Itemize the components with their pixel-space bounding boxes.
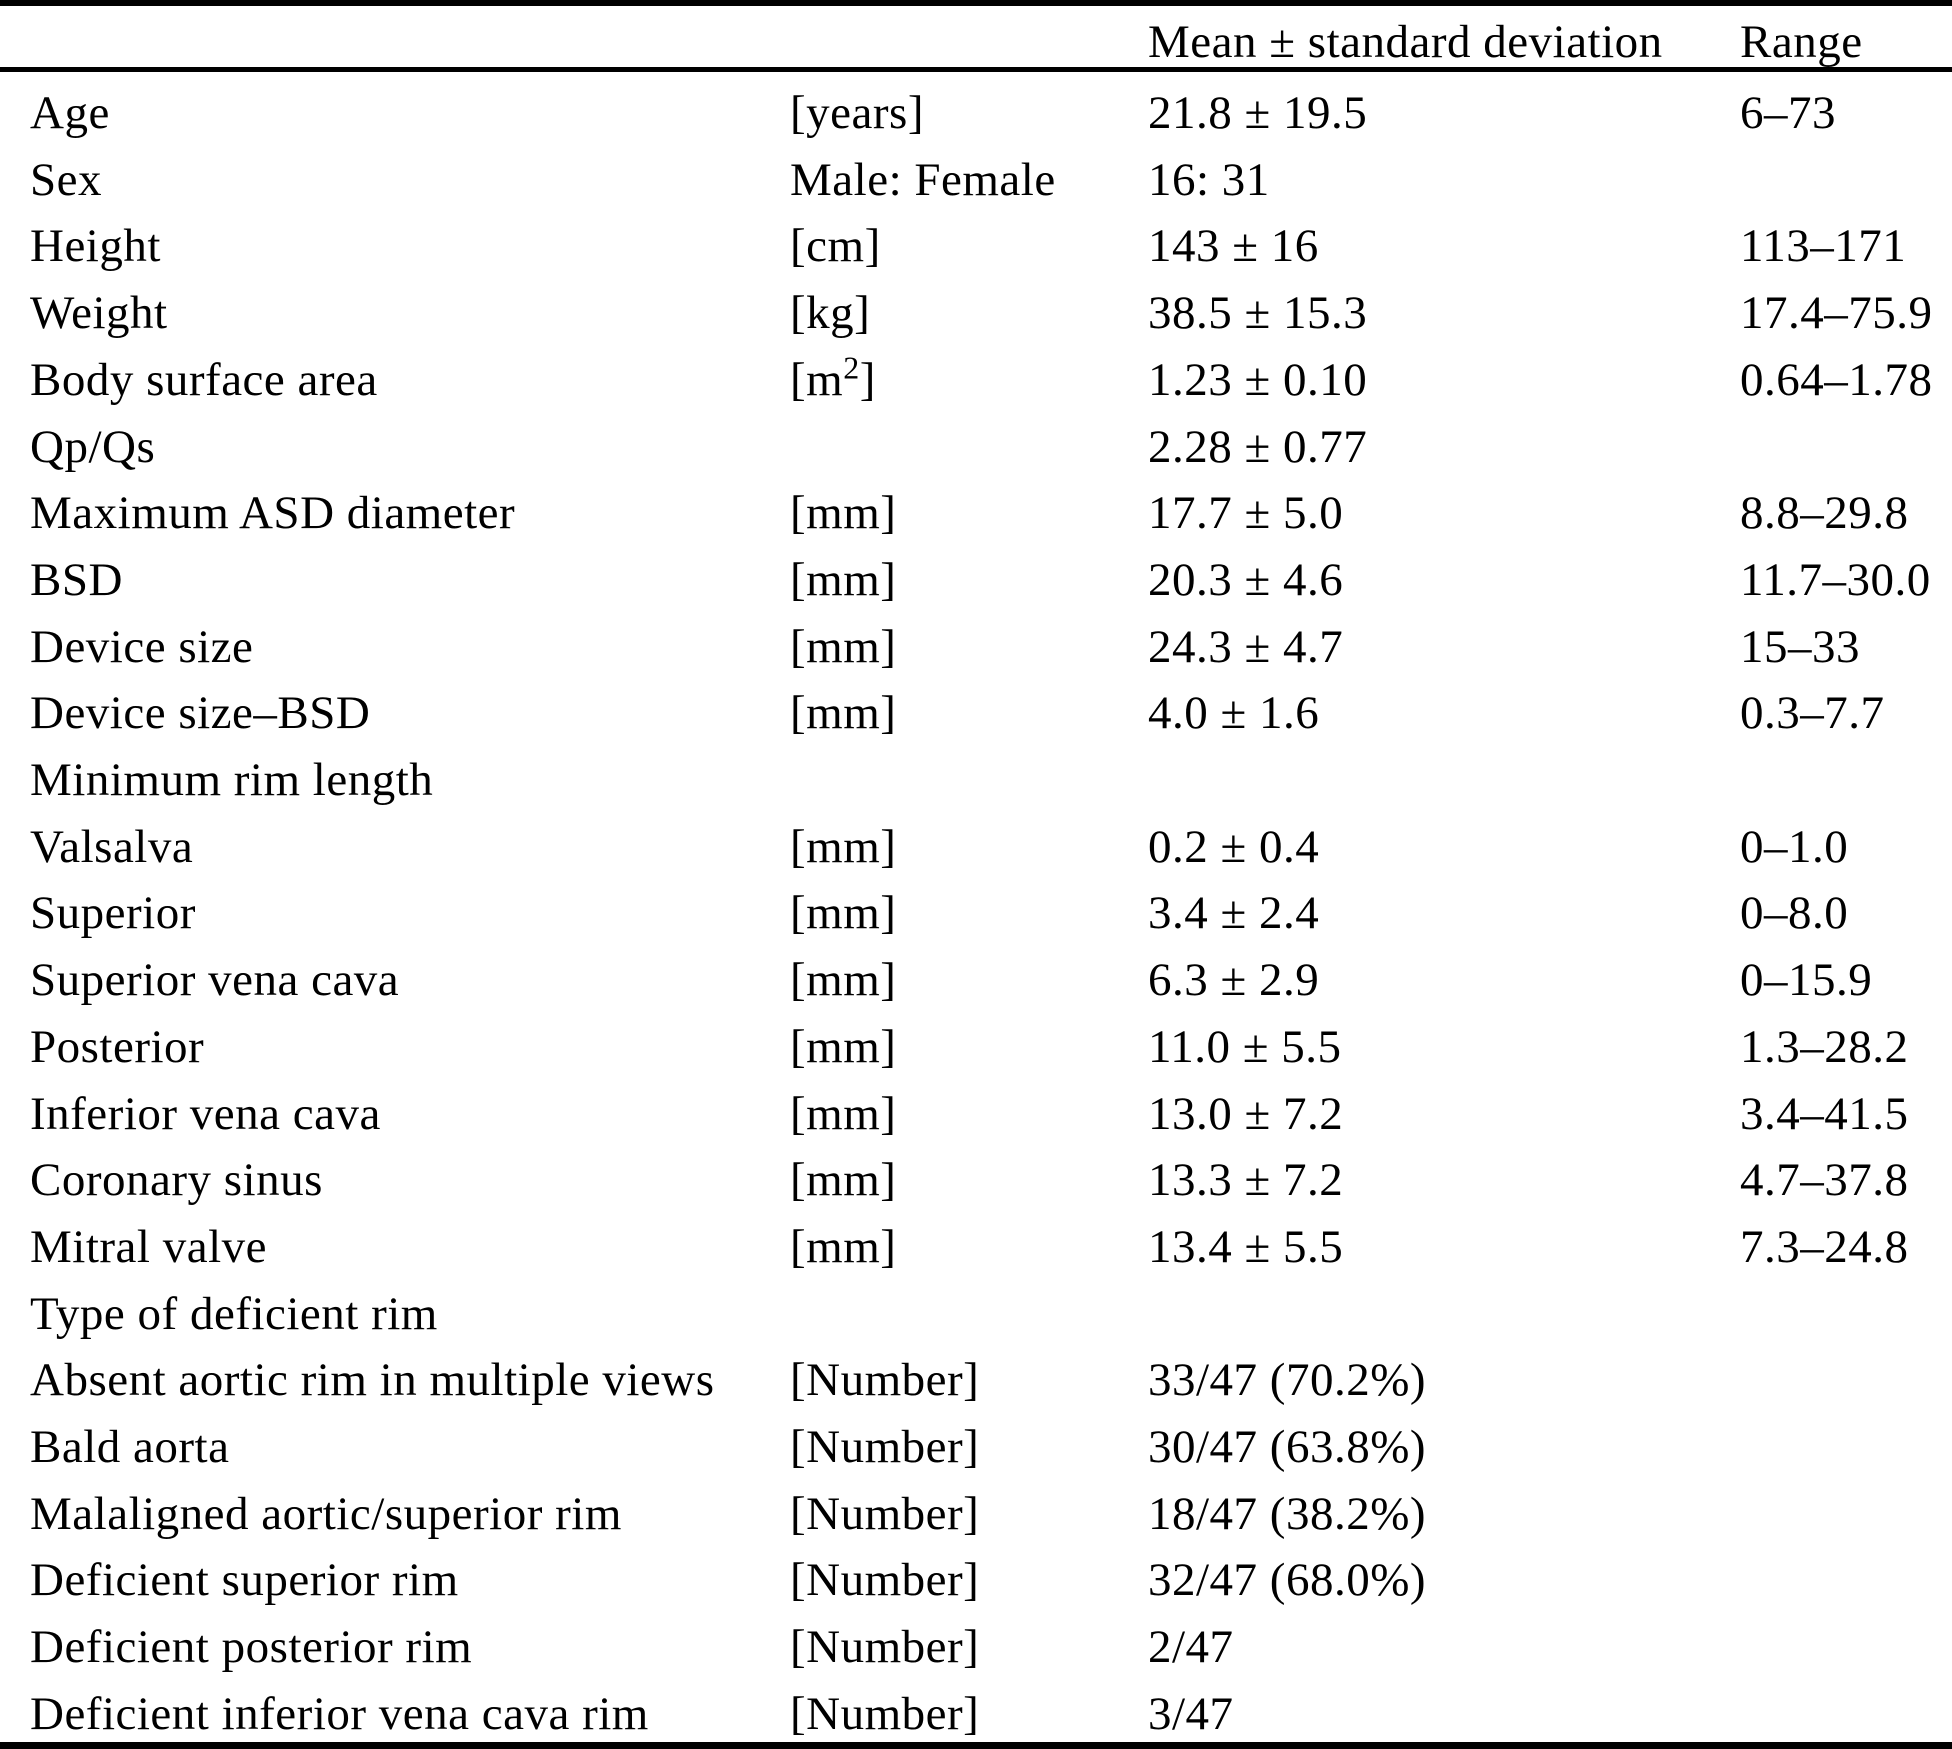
row-mean-value: 30/47 (63.8%) xyxy=(1148,1421,1427,1473)
row-unit: [cm] xyxy=(790,220,881,272)
row-label: Sex xyxy=(30,154,102,206)
row-mean-value: 13.0 ± 7.2 xyxy=(1148,1088,1344,1140)
row-range-value: 0–8.0 xyxy=(1740,887,1849,939)
column-header-range: Range xyxy=(1740,16,1863,68)
row-unit: [m2] xyxy=(790,350,876,406)
row-range-value: 4.7–37.8 xyxy=(1740,1154,1909,1206)
row-mean-value: 17.7 ± 5.0 xyxy=(1148,487,1344,539)
row-mean-value: 20.3 ± 4.6 xyxy=(1148,554,1344,606)
row-label: Valsalva xyxy=(30,821,194,873)
row-mean-value: 18/47 (38.2%) xyxy=(1148,1488,1427,1540)
row-label: Device size–BSD xyxy=(30,687,371,739)
row-label: Minimum rim length xyxy=(30,754,434,806)
row-unit: [mm] xyxy=(790,1021,897,1073)
row-label: Posterior xyxy=(30,1021,205,1073)
row-label: Inferior vena cava xyxy=(30,1088,381,1140)
row-label: Mitral valve xyxy=(30,1221,268,1273)
row-unit: [Number] xyxy=(790,1354,980,1406)
superscript: 2 xyxy=(843,350,860,386)
row-unit: [Number] xyxy=(790,1554,980,1606)
row-range-value: 0.3–7.7 xyxy=(1740,687,1885,739)
row-mean-value: 11.0 ± 5.5 xyxy=(1148,1021,1342,1073)
row-label: Malaligned aortic/superior rim xyxy=(30,1488,622,1540)
row-range-value: 8.8–29.8 xyxy=(1740,487,1909,539)
row-mean-value: 2/47 xyxy=(1148,1621,1234,1673)
row-unit: [mm] xyxy=(790,954,897,1006)
row-range-value: 7.3–24.8 xyxy=(1740,1221,1909,1273)
row-mean-value: 3.4 ± 2.4 xyxy=(1148,887,1320,939)
row-unit: [mm] xyxy=(790,621,897,673)
row-unit: Male: Female xyxy=(790,154,1056,206)
row-range-value: 6–73 xyxy=(1740,87,1836,139)
row-range-value: 0.64–1.78 xyxy=(1740,354,1933,406)
row-unit: [mm] xyxy=(790,1154,897,1206)
row-label: Bald aorta xyxy=(30,1421,230,1473)
row-range-value: 15–33 xyxy=(1740,621,1860,673)
row-range-value: 113–171 xyxy=(1740,220,1907,272)
row-label: Superior vena cava xyxy=(30,954,400,1006)
row-label: Absent aortic rim in multiple views xyxy=(30,1354,715,1406)
row-unit: [mm] xyxy=(790,1088,897,1140)
row-unit: [mm] xyxy=(790,1221,897,1273)
row-mean-value: 24.3 ± 4.7 xyxy=(1148,621,1344,673)
row-range-value: 0–15.9 xyxy=(1740,954,1873,1006)
row-unit: [mm] xyxy=(790,554,897,606)
row-mean-value: 13.3 ± 7.2 xyxy=(1148,1154,1344,1206)
row-label: Deficient inferior vena cava rim xyxy=(30,1688,649,1740)
table-top-rule xyxy=(0,0,1952,6)
row-label: Superior xyxy=(30,887,196,939)
row-unit: [years] xyxy=(790,87,924,139)
row-mean-value: 13.4 ± 5.5 xyxy=(1148,1221,1344,1273)
row-label: Type of deficient rim xyxy=(30,1288,438,1340)
row-label: Coronary sinus xyxy=(30,1154,323,1206)
row-range-value: 17.4–75.9 xyxy=(1740,287,1933,339)
row-mean-value: 32/47 (68.0%) xyxy=(1148,1554,1427,1606)
row-label: Qp/Qs xyxy=(30,421,156,473)
row-mean-value: 6.3 ± 2.9 xyxy=(1148,954,1320,1006)
row-range-value: 11.7–30.0 xyxy=(1740,554,1931,606)
row-mean-value: 33/47 (70.2%) xyxy=(1148,1354,1427,1406)
row-unit: [kg] xyxy=(790,287,871,339)
row-unit: [Number] xyxy=(790,1621,980,1673)
row-mean-value: 4.0 ± 1.6 xyxy=(1148,687,1320,739)
row-unit: [mm] xyxy=(790,821,897,873)
row-range-value: 1.3–28.2 xyxy=(1740,1021,1909,1073)
row-unit: [Number] xyxy=(790,1421,980,1473)
row-label: Deficient superior rim xyxy=(30,1554,459,1606)
row-unit: [mm] xyxy=(790,687,897,739)
row-mean-value: 1.23 ± 0.10 xyxy=(1148,354,1368,406)
row-unit: [Number] xyxy=(790,1488,980,1540)
row-mean-value: 21.8 ± 19.5 xyxy=(1148,87,1368,139)
row-mean-value: 38.5 ± 15.3 xyxy=(1148,287,1368,339)
header-divider-rule xyxy=(0,67,1952,72)
row-range-value: 3.4–41.5 xyxy=(1740,1088,1909,1140)
row-label: Body surface area xyxy=(30,354,378,406)
row-mean-value: 143 ± 16 xyxy=(1148,220,1319,272)
row-label: BSD xyxy=(30,554,123,606)
column-header-mean: Mean ± standard deviation xyxy=(1148,16,1663,68)
row-mean-value: 16: 31 xyxy=(1148,154,1270,206)
table-bottom-rule xyxy=(0,1742,1952,1749)
row-label: Weight xyxy=(30,287,168,339)
row-label: Maximum ASD diameter xyxy=(30,487,516,539)
row-unit: [mm] xyxy=(790,887,897,939)
row-mean-value: 0.2 ± 0.4 xyxy=(1148,821,1320,873)
row-unit: [Number] xyxy=(790,1688,980,1740)
row-label: Height xyxy=(30,220,161,272)
row-unit: [mm] xyxy=(790,487,897,539)
row-range-value: 0–1.0 xyxy=(1740,821,1849,873)
row-mean-value: 3/47 xyxy=(1148,1688,1234,1740)
row-label: Age xyxy=(30,87,110,139)
row-label: Deficient posterior rim xyxy=(30,1621,473,1673)
row-mean-value: 2.28 ± 0.77 xyxy=(1148,421,1368,473)
row-label: Device size xyxy=(30,621,254,673)
